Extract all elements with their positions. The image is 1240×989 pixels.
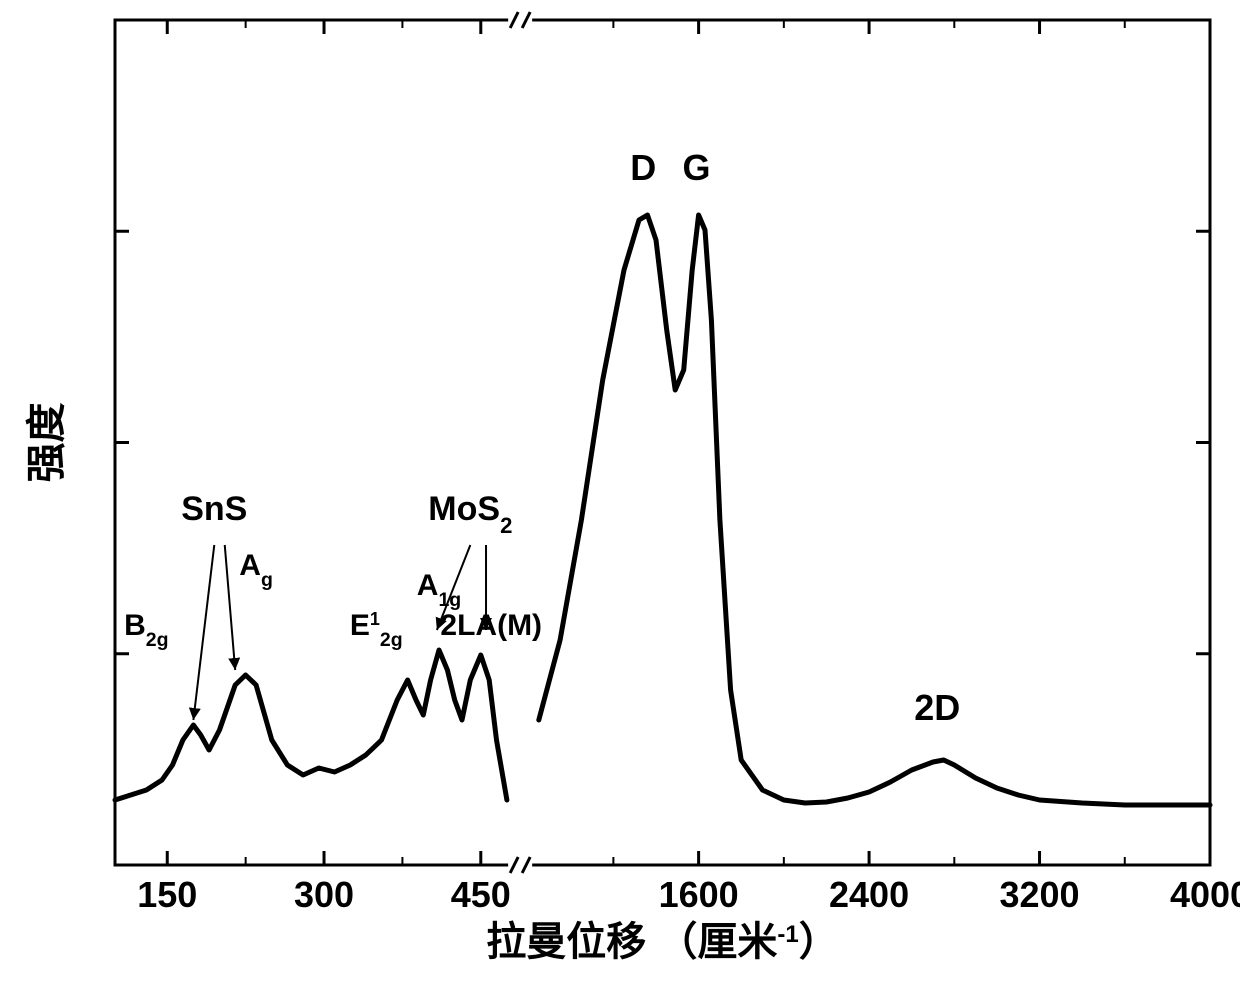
annotation-arrow: [193, 545, 214, 720]
x-tick-label: 3200: [999, 874, 1079, 915]
spectrum-line-seg1: [115, 650, 507, 800]
peak-label: 2LA(M): [440, 609, 542, 642]
spectrum-line-seg2: [539, 215, 1210, 805]
peak-label: MoS2: [428, 490, 512, 538]
x-tick-label: 2400: [829, 874, 909, 915]
chart-svg: 150 300 450 1600 2400 3200 4000 拉曼位移 （厘米-1） 强度 Sn…: [0, 0, 1240, 989]
x-tick-label: 300: [294, 874, 354, 915]
peak-label: G: [682, 147, 710, 188]
peak-label: 2D: [914, 687, 960, 728]
peak-label: SnS: [181, 490, 247, 528]
x-tick-label: 150: [137, 874, 197, 915]
peak-label: Ag: [239, 549, 273, 591]
x-axis-label: 拉曼位移 （厘米-1）: [486, 920, 838, 964]
peak-label: E12g: [350, 609, 403, 651]
raman-spectrum-chart: 150 300 450 1600 2400 3200 4000 拉曼位移 （厘米-1） 强度 Sn…: [0, 0, 1240, 989]
peak-label: B2g: [124, 609, 168, 651]
annotation-arrow: [225, 545, 235, 670]
y-axis-label: 强度: [25, 403, 69, 483]
peak-label: A1g: [417, 569, 461, 611]
x-tick-label: 4000: [1170, 874, 1240, 915]
peak-label: D: [630, 147, 656, 188]
x-tick-label: 1600: [659, 874, 739, 915]
x-tick-label: 450: [451, 874, 511, 915]
